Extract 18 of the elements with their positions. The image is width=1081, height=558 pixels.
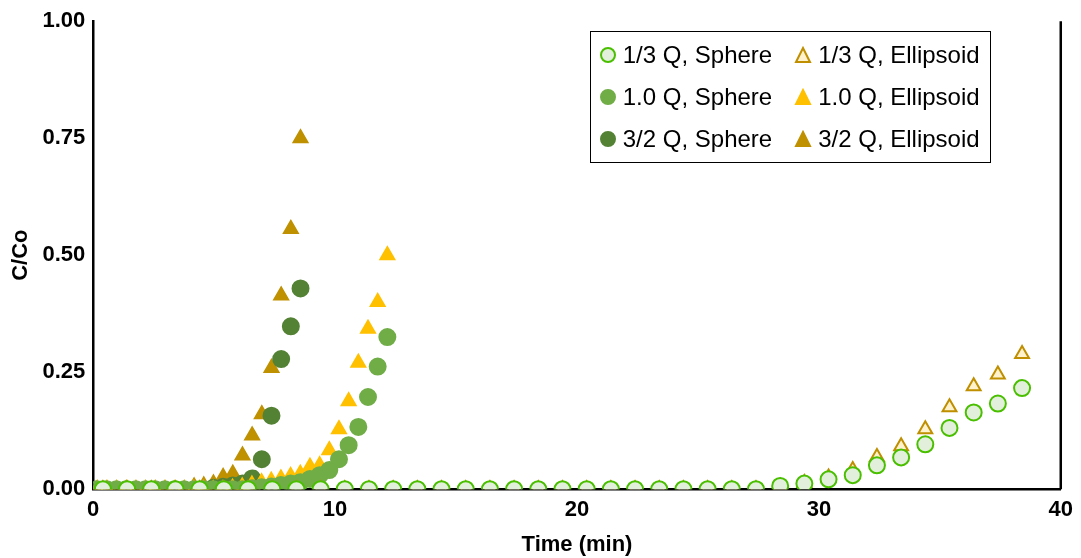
y-tick-label: 0.75 [42,124,86,150]
x-tick-label: 30 [806,496,832,522]
legend-label: 1/3 Q, Ellipsoid [818,41,980,70]
legend-label: 1.0 Q, Ellipsoid [818,83,980,112]
y-tick-label: 0.00 [42,475,86,501]
y-tick-label: 0.25 [42,358,86,384]
x-tick-label: 20 [564,496,590,522]
legend-label: 3/2 Q, Sphere [622,125,773,154]
y-axis-title: C/Co [7,229,33,281]
x-axis-title: Time (min) [521,530,633,556]
x-tick-label: 40 [1048,496,1074,522]
x-tick-label: 0 [87,496,100,522]
y-tick-label: 1.00 [42,7,86,33]
x-tick-label: 10 [322,496,348,522]
y-tick-label: 0.50 [42,241,86,267]
legend-label: 1.0 Q, Sphere [622,83,773,112]
legend-label: 1/3 Q, Sphere [622,41,773,70]
legend-label: 3/2 Q, Ellipsoid [818,125,980,154]
